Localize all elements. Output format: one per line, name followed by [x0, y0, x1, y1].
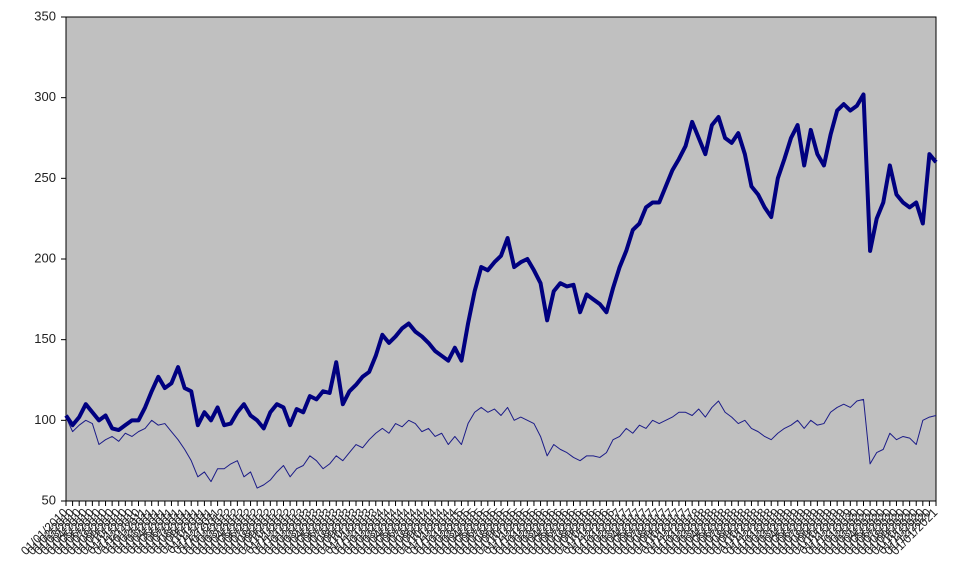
y-tick-label: 50 — [42, 492, 56, 507]
y-tick-label: 150 — [34, 331, 56, 346]
y-tick-label: 300 — [34, 89, 56, 104]
series-line — [64, 92, 938, 433]
series-line — [65, 398, 937, 489]
y-tick-label: 250 — [34, 170, 56, 185]
y-tick-label: 100 — [34, 412, 56, 427]
y-tick-label: 350 — [34, 8, 56, 23]
y-tick-label: 200 — [34, 250, 56, 265]
plot-area — [65, 16, 937, 502]
